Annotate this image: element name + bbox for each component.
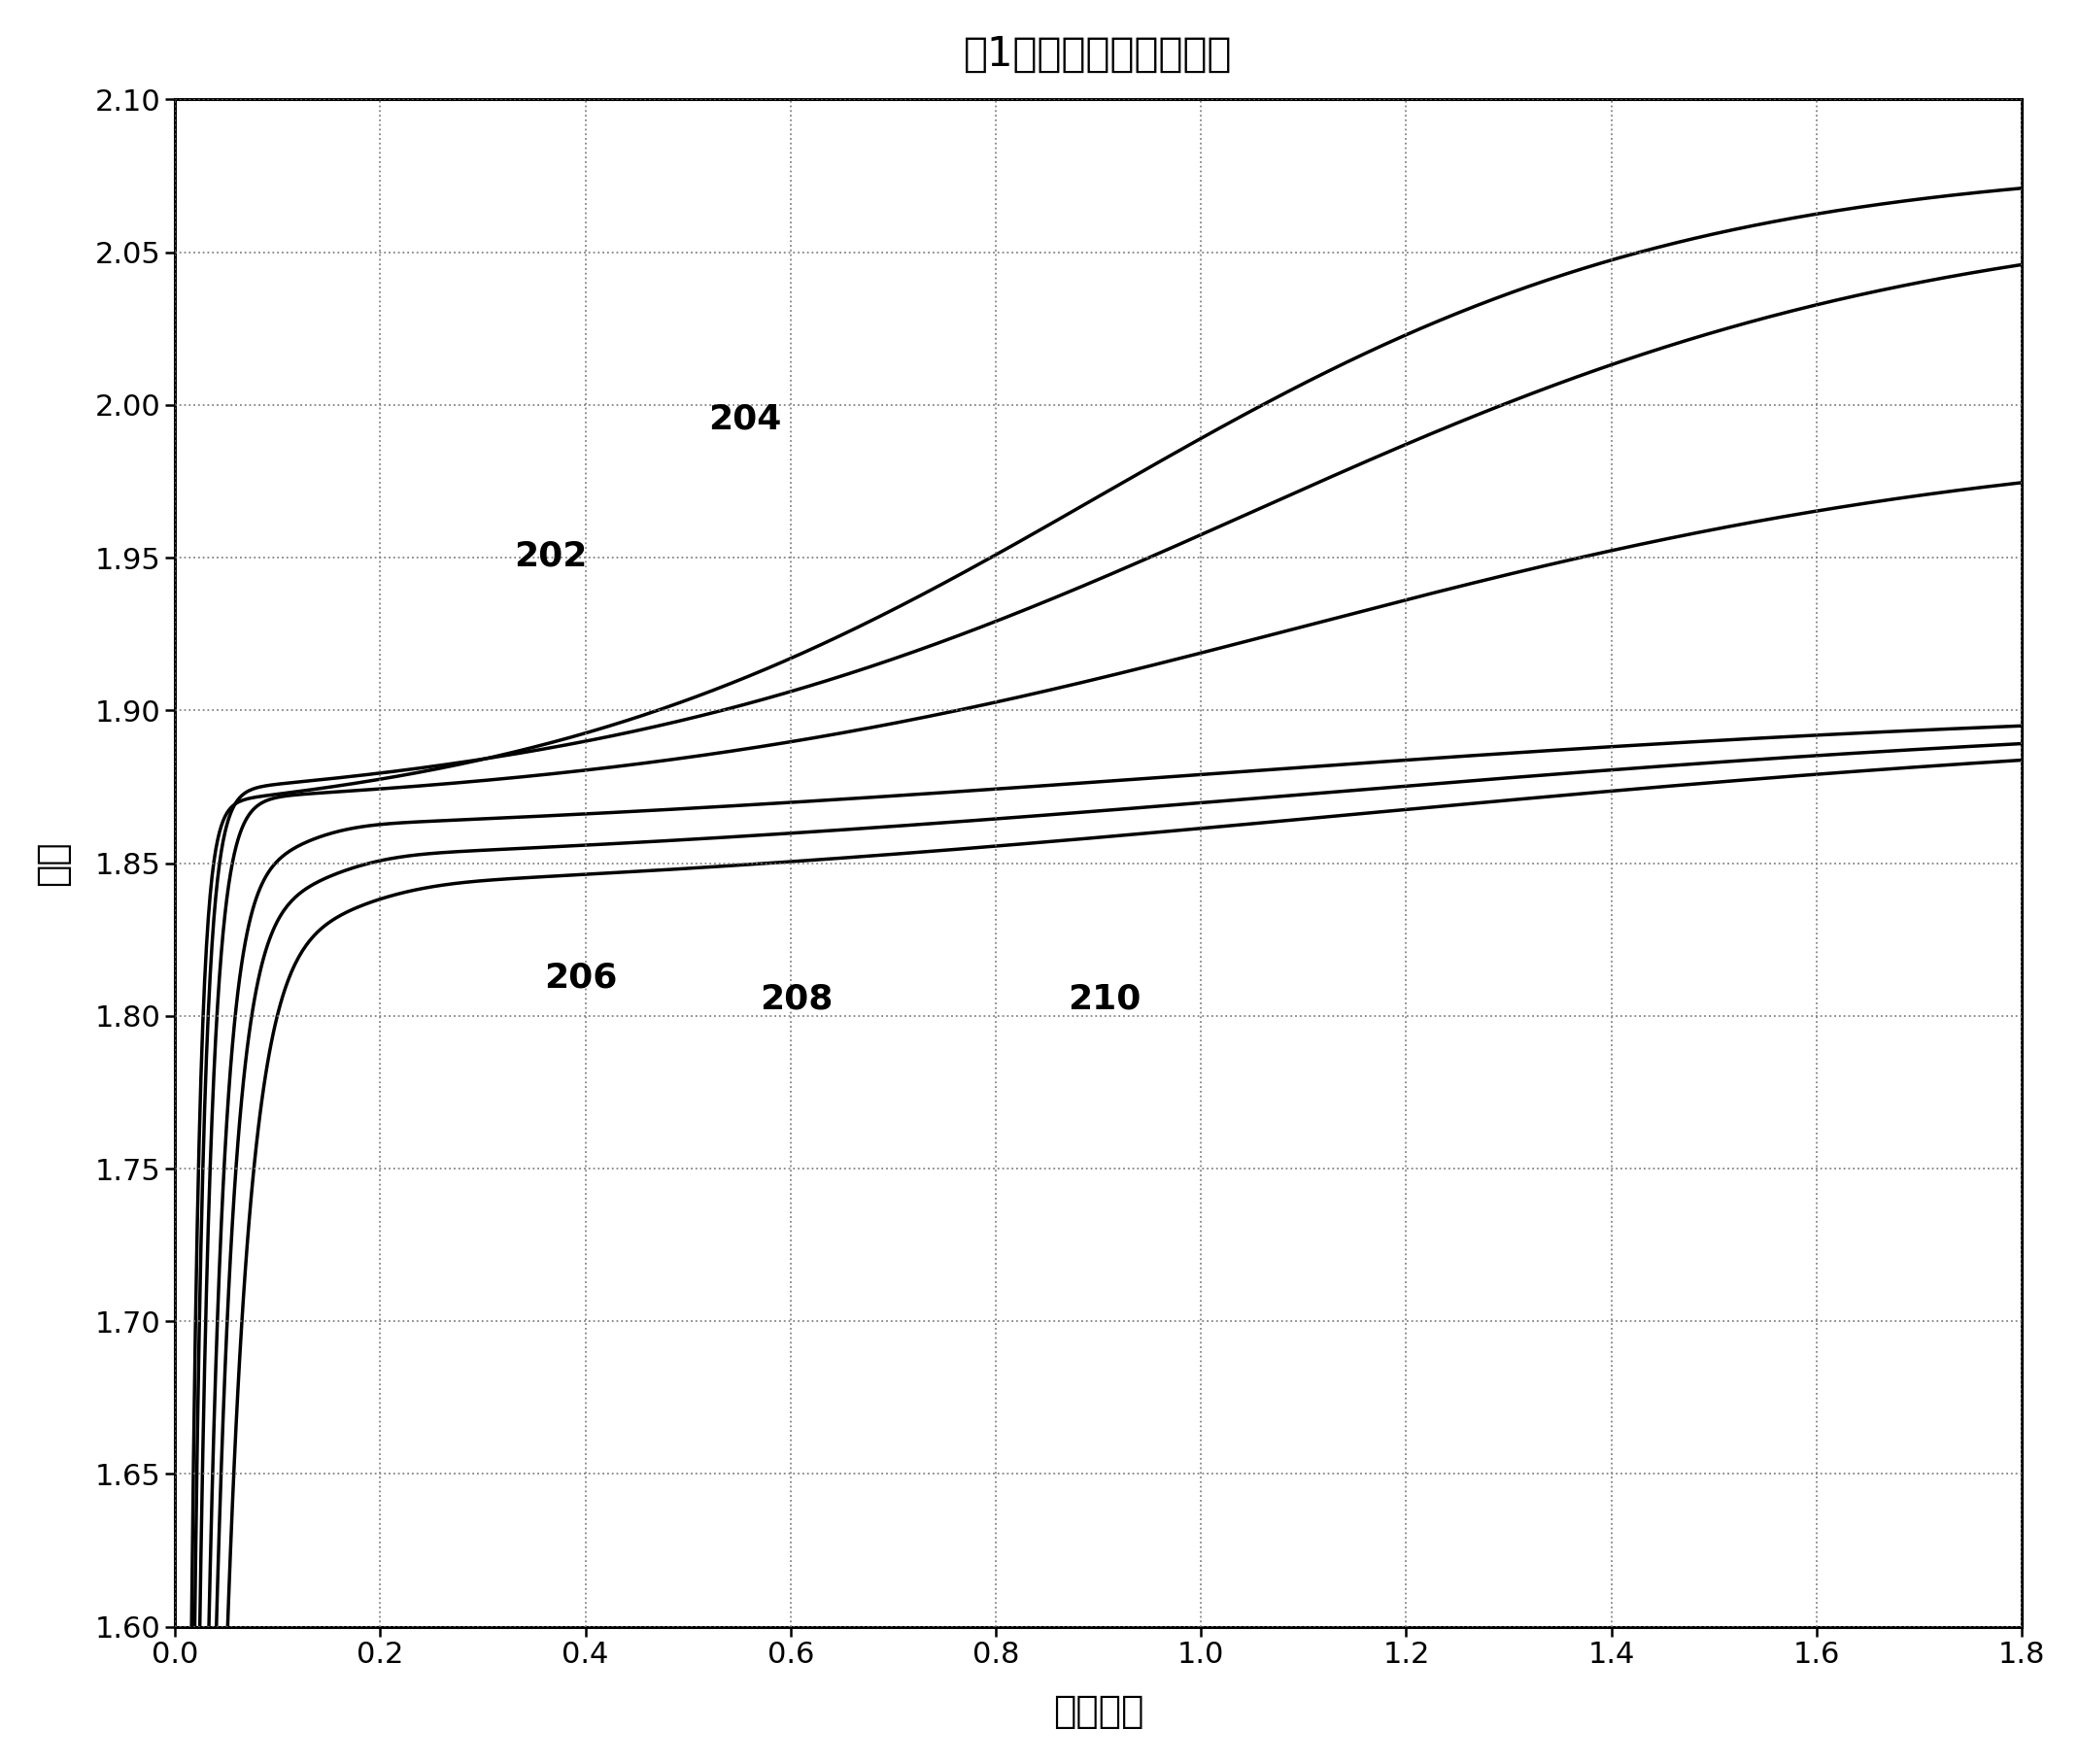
Text: 204: 204 bbox=[709, 402, 782, 436]
Y-axis label: 电压: 电压 bbox=[33, 840, 71, 886]
Text: 210: 210 bbox=[1069, 983, 1141, 1016]
X-axis label: 充电安时: 充电安时 bbox=[1052, 1693, 1143, 1730]
Text: 206: 206 bbox=[545, 961, 617, 995]
Text: 202: 202 bbox=[514, 540, 586, 573]
Title: 以1安培的恒定电流充电: 以1安培的恒定电流充电 bbox=[965, 34, 1233, 74]
Text: 208: 208 bbox=[759, 983, 834, 1016]
